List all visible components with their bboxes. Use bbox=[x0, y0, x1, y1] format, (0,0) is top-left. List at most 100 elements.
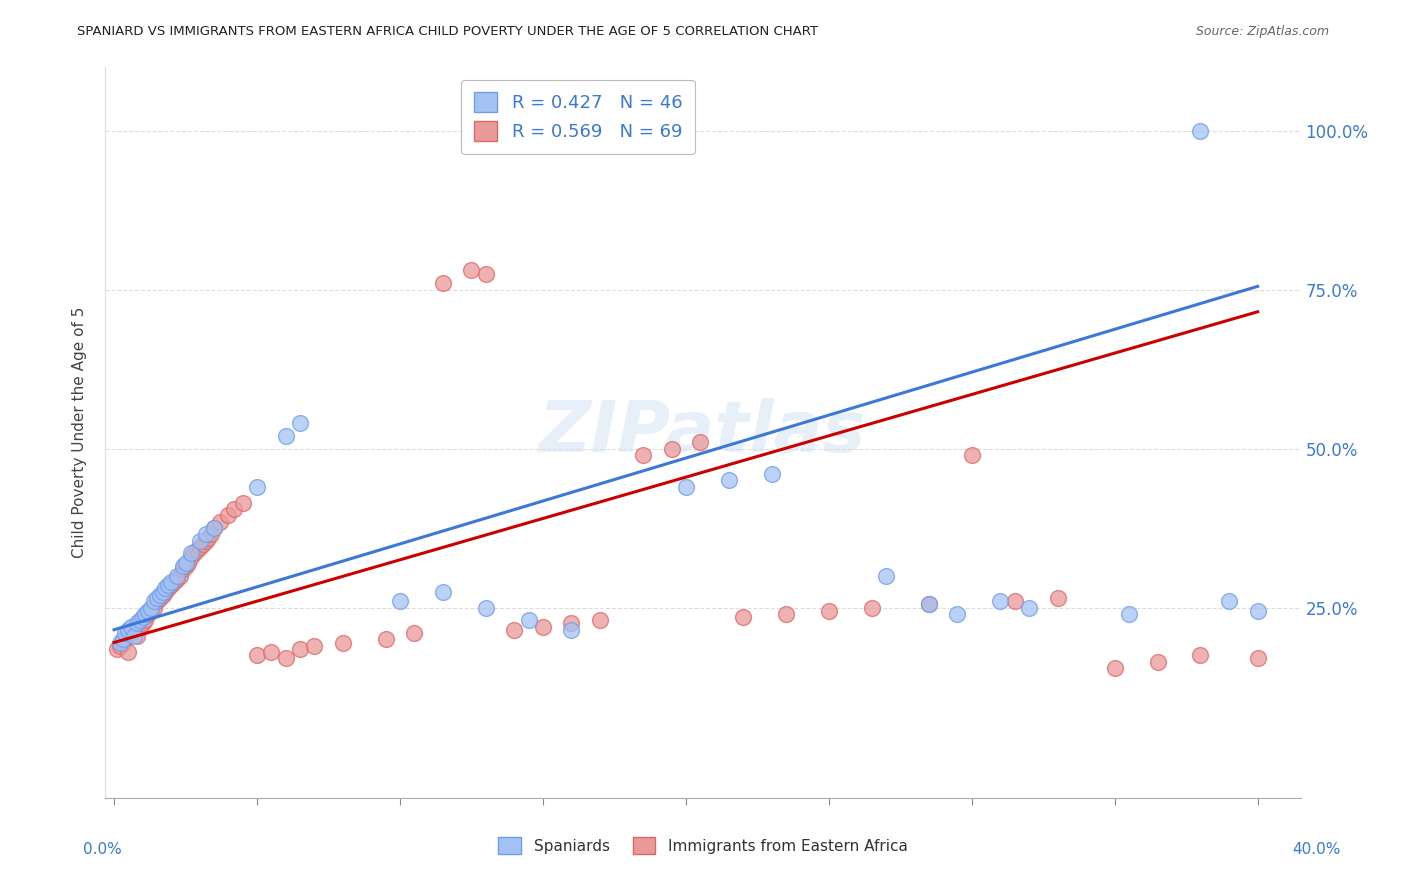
Point bbox=[143, 600, 166, 615]
Point bbox=[155, 582, 177, 596]
Point bbox=[246, 480, 269, 494]
Point bbox=[111, 635, 134, 649]
Point bbox=[332, 635, 354, 649]
Point bbox=[404, 626, 426, 640]
Point bbox=[1046, 591, 1069, 605]
Point bbox=[163, 575, 186, 590]
Point bbox=[180, 546, 202, 560]
Point bbox=[108, 635, 131, 649]
Point bbox=[202, 521, 225, 535]
Point bbox=[152, 584, 174, 599]
Point bbox=[432, 276, 454, 290]
Point bbox=[157, 582, 180, 596]
Point bbox=[194, 533, 217, 548]
Point bbox=[131, 610, 153, 624]
Point bbox=[1118, 607, 1140, 621]
Point bbox=[160, 575, 183, 590]
Point bbox=[661, 442, 683, 456]
Point bbox=[1189, 123, 1212, 137]
Point bbox=[172, 559, 194, 574]
Point bbox=[761, 467, 783, 481]
Point bbox=[200, 527, 222, 541]
Point bbox=[1189, 648, 1212, 663]
Point bbox=[202, 521, 225, 535]
Point bbox=[1104, 661, 1126, 675]
Point bbox=[120, 626, 142, 640]
Point bbox=[114, 632, 136, 647]
Text: SPANIARD VS IMMIGRANTS FROM EASTERN AFRICA CHILD POVERTY UNDER THE AGE OF 5 CORR: SPANIARD VS IMMIGRANTS FROM EASTERN AFRI… bbox=[77, 25, 818, 38]
Point bbox=[1246, 651, 1268, 665]
Point bbox=[503, 623, 526, 637]
Point bbox=[1146, 655, 1168, 669]
Point bbox=[131, 616, 153, 631]
Point bbox=[117, 645, 139, 659]
Point bbox=[1246, 604, 1268, 618]
Point bbox=[146, 594, 169, 608]
Point bbox=[146, 591, 169, 605]
Point bbox=[860, 600, 883, 615]
Point bbox=[918, 598, 941, 612]
Point bbox=[114, 626, 136, 640]
Point bbox=[111, 632, 134, 647]
Point bbox=[183, 546, 205, 560]
Point bbox=[122, 629, 145, 643]
Text: Source: ZipAtlas.com: Source: ZipAtlas.com bbox=[1195, 25, 1329, 38]
Point bbox=[232, 495, 254, 509]
Point bbox=[120, 619, 142, 633]
Point bbox=[260, 645, 283, 659]
Point bbox=[432, 584, 454, 599]
Point bbox=[188, 540, 211, 554]
Point bbox=[224, 502, 246, 516]
Point bbox=[149, 591, 172, 605]
Point bbox=[169, 568, 191, 582]
Point bbox=[288, 641, 311, 656]
Point bbox=[302, 639, 325, 653]
Point bbox=[817, 604, 839, 618]
Point bbox=[675, 480, 697, 494]
Point bbox=[208, 515, 231, 529]
Point bbox=[918, 598, 941, 612]
Point bbox=[274, 429, 297, 443]
Point bbox=[174, 556, 197, 570]
Point bbox=[988, 594, 1011, 608]
Point bbox=[875, 568, 897, 582]
Point bbox=[1004, 594, 1026, 608]
Point bbox=[128, 613, 150, 627]
Point bbox=[589, 613, 612, 627]
Point bbox=[374, 632, 396, 647]
Point bbox=[143, 594, 166, 608]
Point bbox=[174, 559, 197, 574]
Point bbox=[560, 623, 582, 637]
Point bbox=[474, 600, 496, 615]
Point bbox=[388, 594, 411, 608]
Point bbox=[108, 639, 131, 653]
Point bbox=[717, 473, 740, 487]
Point bbox=[105, 641, 128, 656]
Point bbox=[960, 448, 983, 462]
Point bbox=[141, 600, 163, 615]
Point bbox=[166, 568, 188, 582]
Point bbox=[157, 578, 180, 592]
Point bbox=[122, 623, 145, 637]
Point bbox=[246, 648, 269, 663]
Point bbox=[172, 562, 194, 576]
Point bbox=[134, 613, 156, 627]
Point bbox=[288, 416, 311, 430]
Point bbox=[125, 616, 148, 631]
Point bbox=[274, 651, 297, 665]
Point bbox=[141, 604, 163, 618]
Point bbox=[138, 607, 160, 621]
Point bbox=[194, 527, 217, 541]
Point bbox=[217, 508, 239, 523]
Point bbox=[125, 629, 148, 643]
Point bbox=[128, 619, 150, 633]
Point bbox=[517, 613, 540, 627]
Point bbox=[180, 549, 202, 564]
Point bbox=[152, 588, 174, 602]
Text: 40.0%: 40.0% bbox=[1292, 842, 1340, 856]
Point bbox=[946, 607, 969, 621]
Point bbox=[197, 531, 219, 545]
Point bbox=[731, 610, 754, 624]
Point bbox=[531, 619, 554, 633]
Point bbox=[775, 607, 797, 621]
